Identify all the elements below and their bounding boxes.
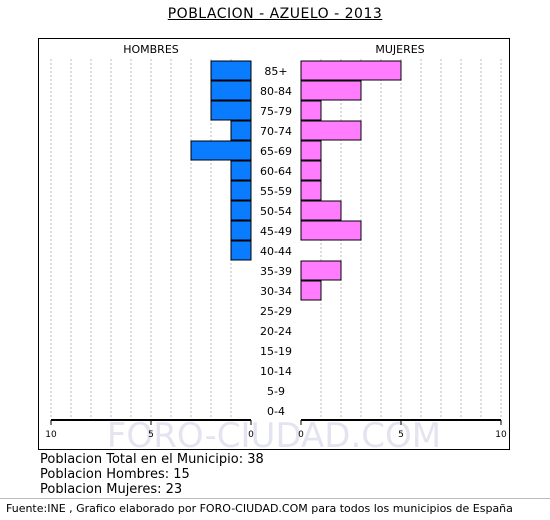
stat-total: Poblacion Total en el Municipio: 38 — [40, 452, 264, 467]
age-label: 5-9 — [267, 385, 285, 398]
footer-source: Fuente:INE , Grafico elaborado por FORO-… — [6, 502, 513, 515]
x-ticks: 10 5 0 0 5 10 — [45, 420, 507, 440]
bars-mujeres — [300, 60, 402, 301]
bar-women-50-54 — [300, 200, 342, 221]
legend-hombres: HOMBRES — [123, 43, 179, 56]
age-label: 25-29 — [260, 305, 292, 318]
population-pyramid: FORO-CIUDAD.COM HOMBRES MUJERES 85+ 80-84… — [45, 43, 507, 449]
age-label: 65-69 — [260, 145, 292, 158]
x-tick-label: 10 — [45, 430, 57, 440]
bar-men-80-84 — [210, 80, 252, 101]
age-labels: 85+ 80-84 75-79 70-74 65-69 60-64 55-59 50-54 45… — [260, 65, 292, 418]
bar-men-70-74 — [230, 120, 252, 141]
bar-women-35-39 — [300, 260, 342, 281]
bar-women-65-69 — [300, 140, 322, 161]
bar-men-45-49 — [230, 220, 252, 241]
bars-hombres — [190, 60, 252, 261]
bar-women-85+ — [300, 60, 402, 81]
age-label: 10-14 — [260, 365, 292, 378]
legend-mujeres: MUJERES — [375, 43, 424, 56]
age-label: 75-79 — [260, 105, 292, 118]
age-label: 70-74 — [260, 125, 292, 138]
bar-men-65-69 — [190, 140, 252, 161]
bar-women-30-34 — [300, 280, 322, 301]
age-label: 45-49 — [260, 225, 292, 238]
bar-women-55-59 — [300, 180, 322, 201]
x-tick-label: 0 — [248, 430, 254, 440]
bar-women-45-49 — [300, 220, 362, 241]
age-label: 20-24 — [260, 325, 292, 338]
x-tick-label: 5 — [148, 430, 154, 440]
bar-men-40-44 — [230, 240, 252, 261]
x-tick-label: 10 — [495, 430, 507, 440]
bar-men-50-54 — [230, 200, 252, 221]
age-label: 60-64 — [260, 165, 292, 178]
bar-men-75-79 — [210, 100, 252, 121]
bar-women-80-84 — [300, 80, 362, 101]
bar-women-70-74 — [300, 120, 362, 141]
bar-women-75-79 — [300, 100, 322, 121]
age-label: 0-4 — [267, 405, 285, 418]
stat-men: Poblacion Hombres: 15 — [40, 467, 190, 482]
stat-women: Poblacion Mujeres: 23 — [40, 482, 183, 497]
age-label: 85+ — [264, 65, 287, 78]
age-label: 55-59 — [260, 185, 292, 198]
chart-title: POBLACION - AZUELO - 2013 — [167, 6, 383, 22]
x-tick-label: 5 — [398, 430, 404, 440]
age-label: 35-39 — [260, 265, 292, 278]
age-label: 30-34 — [260, 285, 292, 298]
bar-women-60-64 — [300, 160, 322, 181]
bar-men-55-59 — [230, 180, 252, 201]
age-label: 80-84 — [260, 85, 292, 98]
chart-frame: FORO-CIUDAD.COM HOMBRES MUJERES 85+ 80-84… — [38, 38, 510, 450]
watermark: FORO-CIUDAD.COM — [107, 416, 441, 449]
bar-men-85+ — [210, 60, 252, 81]
bar-men-60-64 — [230, 160, 252, 181]
x-tick-label: 0 — [298, 430, 304, 440]
footer-divider — [0, 498, 550, 499]
age-label: 50-54 — [260, 205, 292, 218]
age-label: 40-44 — [260, 245, 292, 258]
age-label: 15-19 — [260, 345, 292, 358]
